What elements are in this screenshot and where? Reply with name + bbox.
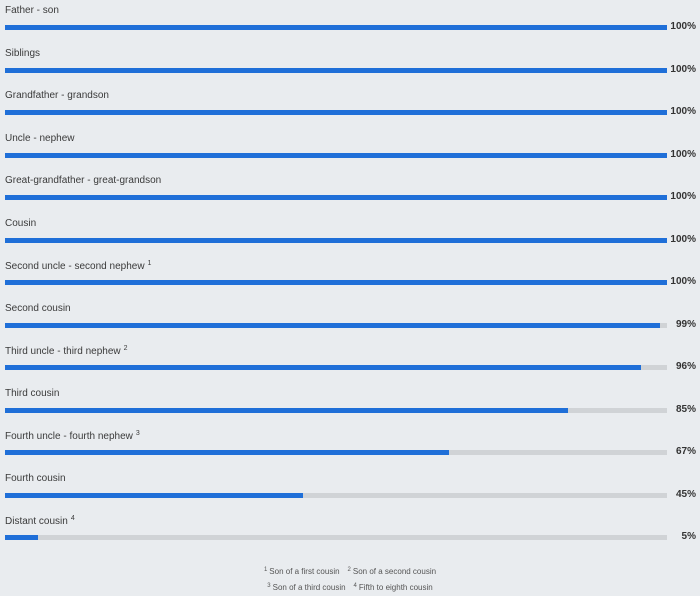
bar-value-label: 100% <box>670 233 696 245</box>
footnote-text: Fifth to eighth cousin <box>358 583 433 592</box>
bar-row: Third cousin 85% <box>0 388 700 430</box>
bar-row: Second uncle - second nephew 1 100% <box>0 260 700 302</box>
footnote-mark: 1 <box>263 567 268 573</box>
footnote-marker: 4 <box>70 515 75 522</box>
bar-label-text: Fourth uncle - fourth nephew <box>5 431 133 442</box>
bar-value-label: 5% <box>681 531 696 542</box>
bar-fill <box>5 407 568 413</box>
bar-label: Distant cousin 4 <box>5 515 75 527</box>
footnote-item: 3 Son of a third cousin <box>267 578 345 596</box>
footnote-mark: 2 <box>347 567 351 573</box>
bar-track <box>5 365 667 370</box>
bar-row: Fourth cousin 45% <box>0 473 700 515</box>
footnote-item: 4 Fifth to eighth cousin <box>354 578 433 596</box>
bar-track <box>5 492 667 498</box>
bar-row: Distant cousin 4 5% <box>0 515 700 557</box>
bar-value-label: 45% <box>675 488 696 500</box>
bar-track <box>5 237 667 243</box>
bar-label-text: Third uncle - third nephew <box>5 346 121 357</box>
bar-fill <box>5 365 641 370</box>
footnotes: 1 Son of a first cousin 2 Son of a second c… <box>0 562 700 594</box>
footnote-mark: 3 <box>267 583 271 589</box>
bar-label-text: Distant cousin <box>5 516 68 527</box>
bar-value-label: 100% <box>670 191 696 202</box>
bar-track <box>5 535 667 540</box>
bar-track <box>5 407 667 413</box>
bar-label: Third cousin <box>5 388 59 399</box>
bar-fill <box>5 25 667 30</box>
bar-track <box>5 25 667 30</box>
bar-row: Fourth uncle - fourth nephew 3 67% <box>0 430 700 472</box>
bar-label: Uncle - nephew <box>5 133 74 144</box>
bar-label: Fourth cousin <box>5 473 66 484</box>
bar-track <box>5 195 667 200</box>
bar-label: Father - son <box>5 5 59 16</box>
footnote-text: Son of a first cousin <box>269 567 340 576</box>
bar-label-text: Siblings <box>5 47 41 59</box>
bar-track <box>5 110 667 115</box>
bar-value-label: 96% <box>675 361 696 372</box>
footnote-mark: 4 <box>353 583 357 589</box>
bar-label: Cousin <box>5 218 36 229</box>
bar-value-label: 100% <box>670 276 696 287</box>
bar-row: Grandfather - grandson 100% <box>0 90 700 132</box>
bar-label-text: Fourth cousin <box>5 472 66 484</box>
bar-track <box>5 280 667 285</box>
bar-row: Father - son 100% <box>0 5 700 47</box>
bar-fill <box>5 237 667 243</box>
bar-label: Second uncle - second nephew 1 <box>5 260 151 272</box>
bar-track <box>5 322 667 328</box>
footnote-marker: 1 <box>147 260 152 267</box>
bar-row: Uncle - nephew 100% <box>0 133 700 175</box>
bar-row: Third uncle - third nephew 2 96% <box>0 345 700 387</box>
bar-label: Fourth uncle - fourth nephew 3 <box>5 430 140 442</box>
bar-label-text: Second uncle - second nephew <box>5 261 145 272</box>
footnote-line: 1 Son of a first cousin 2 Son of a second c… <box>0 562 700 578</box>
bar-value-label: 99% <box>675 318 696 330</box>
bar-row: Great-grandfather - great-grandson 100% <box>0 175 700 217</box>
bar-row: Second cousin 99% <box>0 303 700 345</box>
bar-label: Grandfather - grandson <box>5 90 109 101</box>
bar-fill <box>5 195 667 200</box>
bar-label-text: Grandfather - grandson <box>5 90 109 101</box>
bar-fill <box>5 280 667 285</box>
footnote-marker: 2 <box>123 345 128 352</box>
bar-fill <box>5 535 39 540</box>
bar-track <box>5 450 667 455</box>
bar-value-label: 100% <box>670 106 696 117</box>
bar-label: Third uncle - third nephew 2 <box>5 345 128 357</box>
bar-fill <box>5 450 449 455</box>
bar-row: Cousin 100% <box>0 218 700 260</box>
bar-track <box>5 67 667 73</box>
bar-value-label: 100% <box>670 21 696 32</box>
footnote-line: 3 Son of a third cousin 4 Fifth to eighth c… <box>0 578 700 594</box>
footnote-text: Son of a third cousin <box>272 583 346 592</box>
bar-label-text: Second cousin <box>5 302 71 314</box>
bar-fill <box>5 152 667 158</box>
bar-label-text: Great-grandfather - great-grandson <box>5 175 162 186</box>
bar-fill <box>5 67 667 73</box>
bar-label: Great-grandfather - great-grandson <box>5 175 161 186</box>
bar-value-label: 85% <box>675 403 696 415</box>
bar-label-text: Uncle - nephew <box>5 132 75 144</box>
bar-value-label: 100% <box>670 148 696 160</box>
footnote-text: Son of a second cousin <box>352 567 437 576</box>
bar-label-text: Third cousin <box>5 387 60 399</box>
bar-value-label: 67% <box>675 446 696 457</box>
bar-label-text: Cousin <box>5 217 37 229</box>
footnote-marker: 3 <box>135 430 140 437</box>
bar-label: Second cousin <box>5 303 71 314</box>
bar-label: Siblings <box>5 48 40 59</box>
bar-track <box>5 152 667 158</box>
bar-value-label: 100% <box>670 63 696 75</box>
bar-row: Siblings 100% <box>0 48 700 90</box>
bar-fill <box>5 492 303 498</box>
footnote-item: 2 Son of a second cousin <box>348 562 437 580</box>
bar-fill <box>5 110 667 115</box>
footnote-item: 1 Son of a first cousin <box>264 562 340 580</box>
bar-fill <box>5 322 661 328</box>
bar-label-text: Father - son <box>5 5 59 16</box>
